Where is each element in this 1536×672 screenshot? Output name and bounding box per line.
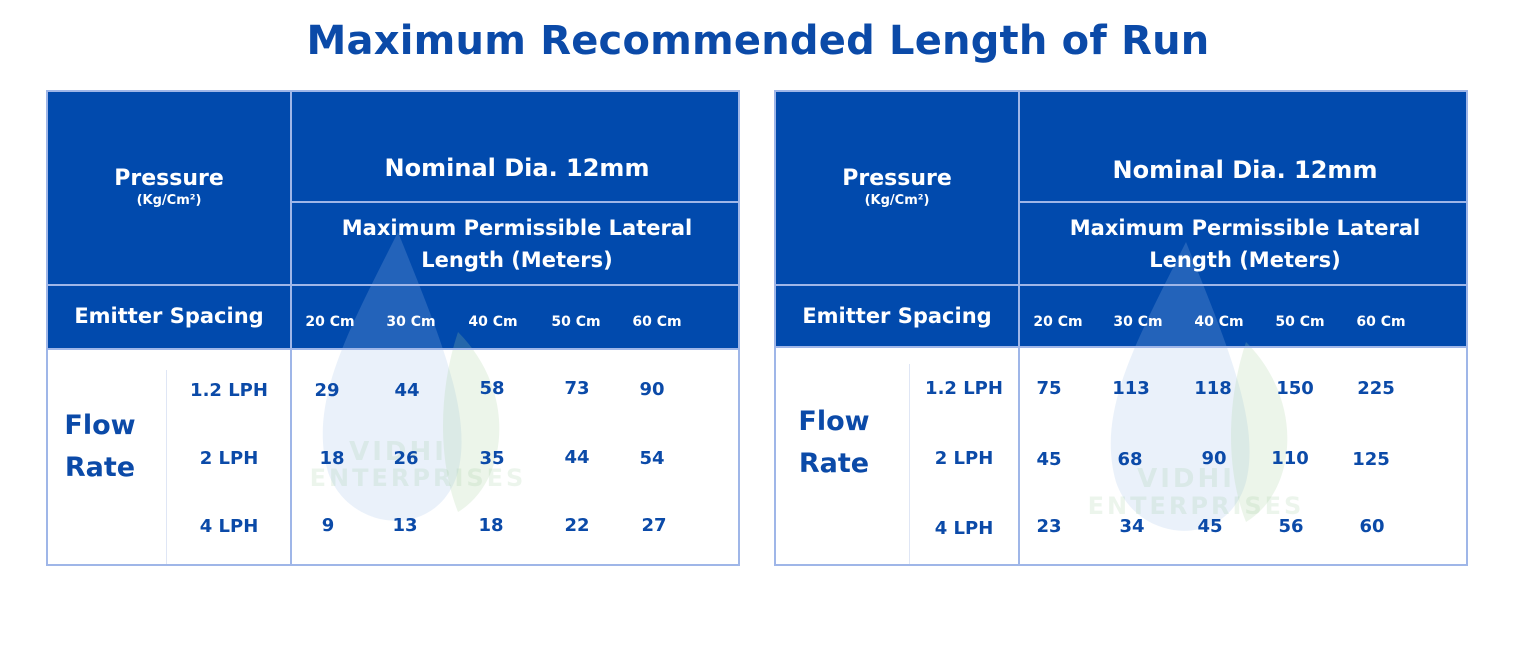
spacing-50cm: 50 Cm: [551, 314, 601, 330]
watermark-text-line1: VIDHI: [1137, 464, 1235, 494]
table-cell: 225: [1357, 377, 1395, 399]
column-divider: [1018, 92, 1020, 564]
rate-1-2lph: 1.2 LPH: [925, 377, 1003, 399]
rate-1-2lph: 1.2 LPH: [190, 379, 268, 401]
lateral-length-line1: Maximum Permissible Lateral: [341, 216, 693, 240]
rate-4lph: 4 LPH: [199, 515, 259, 537]
row-divider: [1018, 201, 1466, 203]
table-cell: 110: [1271, 447, 1309, 469]
spacing-40cm: 40 Cm: [468, 314, 518, 330]
spacing-30cm: 30 Cm: [386, 314, 436, 330]
pressure-header: Pressure (Kg/Cm²): [48, 92, 290, 284]
column-divider: [290, 92, 292, 564]
table-cell: 22: [564, 514, 590, 536]
table-cell: 68: [1117, 448, 1143, 470]
table-cell: 45: [1197, 515, 1223, 537]
spacing-50cm: 50 Cm: [1275, 314, 1325, 330]
lateral-length-header: Maximum Permissible Lateral Length (Mete…: [292, 210, 738, 278]
page-title: Maximum Recommended Length of Run: [306, 18, 1210, 64]
pressure-unit: (Kg/Cm²): [864, 193, 930, 208]
flow-rate-label: Flow Rate: [48, 392, 152, 502]
watermark-text-line1: VIDHI: [349, 437, 447, 467]
table-cell: 150: [1276, 377, 1314, 399]
rate-2lph: 2 LPH: [199, 447, 259, 469]
table-cell: 35: [479, 447, 505, 469]
rate-4lph: 4 LPH: [934, 517, 994, 539]
nominal-dia-header: Nominal Dia. 12mm: [1112, 156, 1378, 184]
table-cell: 58: [479, 377, 505, 399]
pressure-label: Pressure: [842, 166, 952, 191]
table-cell: 18: [478, 514, 504, 536]
table-cell: 125: [1352, 448, 1390, 470]
table-cell: 34: [1119, 515, 1145, 537]
table-cell: 118: [1194, 377, 1232, 399]
lateral-length-line2: Length (Meters): [1149, 248, 1341, 272]
spacing-20cm: 20 Cm: [1033, 314, 1083, 330]
spacing-30cm: 30 Cm: [1113, 314, 1163, 330]
table-cell: 44: [564, 446, 590, 468]
spacing-20cm: 20 Cm: [305, 314, 355, 330]
row-divider: [48, 284, 738, 286]
emitter-spacing-header: Emitter Spacing: [74, 304, 264, 328]
column-divider-thin: [166, 370, 167, 564]
table-cell: 113: [1112, 377, 1150, 399]
table-cell: 75: [1036, 377, 1062, 399]
nominal-dia-header: Nominal Dia. 12mm: [384, 154, 650, 182]
table-cell: 27: [641, 514, 667, 536]
lateral-length-line2: Length (Meters): [421, 248, 613, 272]
flow-label-line2: Rate: [64, 452, 136, 483]
row-divider: [776, 346, 1466, 348]
table-cell: 44: [394, 379, 420, 401]
table-cell: 13: [392, 514, 418, 536]
table-cell: 56: [1278, 515, 1304, 537]
watermark-text-line2: ENTERPRISES: [1087, 492, 1305, 520]
table-header-background: [776, 92, 1466, 348]
table-cell: 45: [1036, 448, 1062, 470]
table-cell: 90: [639, 378, 665, 400]
flow-rate-label: Flow Rate: [782, 388, 886, 498]
pressure-label: Pressure: [114, 166, 224, 191]
length-of-run-table-left: VIDHI ENTERPRISES Pressure (Kg/Cm²) Nomi…: [46, 90, 740, 566]
table-cell: 29: [314, 379, 340, 401]
emitter-spacing-header: Emitter Spacing: [802, 304, 992, 328]
table-cell: 73: [564, 377, 590, 399]
row-divider: [290, 201, 738, 203]
table-cell: 18: [319, 447, 345, 469]
table-cell: 26: [393, 447, 419, 469]
spacing-60cm: 60 Cm: [632, 314, 682, 330]
table-cell: 90: [1201, 447, 1227, 469]
lateral-length-line1: Maximum Permissible Lateral: [1069, 216, 1421, 240]
flow-label-line1: Flow: [64, 410, 136, 441]
flow-label-line1: Flow: [798, 406, 870, 437]
table-header-background: [48, 92, 738, 348]
table-cell: 9: [321, 514, 335, 536]
watermark-text-line2: ENTERPRISES: [309, 464, 527, 492]
lateral-length-header: Maximum Permissible Lateral Length (Mete…: [1020, 210, 1466, 278]
table-cell: 60: [1359, 515, 1385, 537]
pressure-header: Pressure (Kg/Cm²): [776, 92, 1018, 284]
length-of-run-table-right: VIDHI ENTERPRISES Pressure (Kg/Cm²) Nomi…: [774, 90, 1468, 566]
table-cell: 23: [1036, 515, 1062, 537]
spacing-60cm: 60 Cm: [1356, 314, 1406, 330]
flow-label-line2: Rate: [798, 448, 870, 479]
spacing-40cm: 40 Cm: [1194, 314, 1244, 330]
row-divider: [48, 348, 738, 350]
pressure-unit: (Kg/Cm²): [136, 193, 202, 208]
column-divider-thin: [909, 364, 910, 564]
row-divider: [776, 284, 1466, 286]
table-cell: 54: [639, 447, 665, 469]
rate-2lph: 2 LPH: [934, 447, 994, 469]
